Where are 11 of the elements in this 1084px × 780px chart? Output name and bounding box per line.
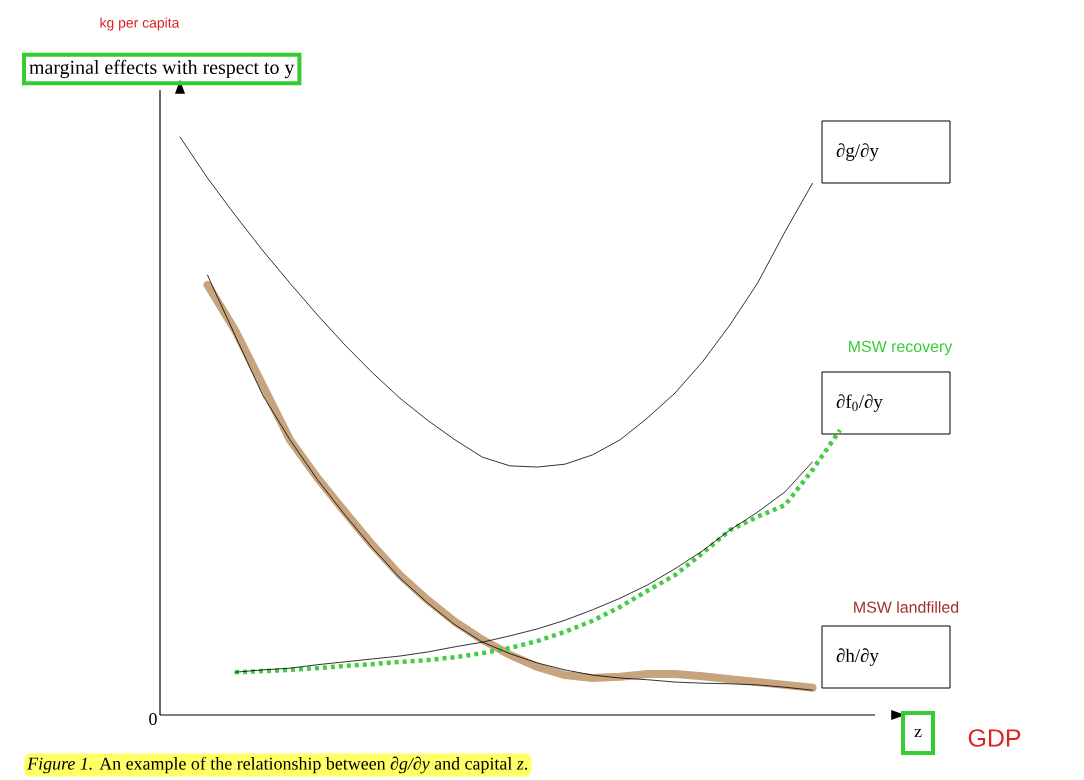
y-axis-title: marginal effects with respect to y — [29, 59, 295, 79]
text: MSW recovery — [849, 340, 953, 356]
text: kg per capita — [100, 17, 180, 31]
text: Figure 1. An example of the relationship between ∂g/∂y and capital z. — [27, 756, 528, 774]
text: 0 — [149, 712, 157, 726]
text: MSW landfilled — [854, 601, 959, 613]
series-label: ∂g/∂y — [836, 143, 879, 161]
text: GDP — [968, 729, 1021, 747]
series-label: ∂h/∂y — [836, 648, 879, 666]
text: ∂f$_{0}$/∂y — [836, 394, 883, 412]
x-axis-title: z — [914, 728, 922, 738]
